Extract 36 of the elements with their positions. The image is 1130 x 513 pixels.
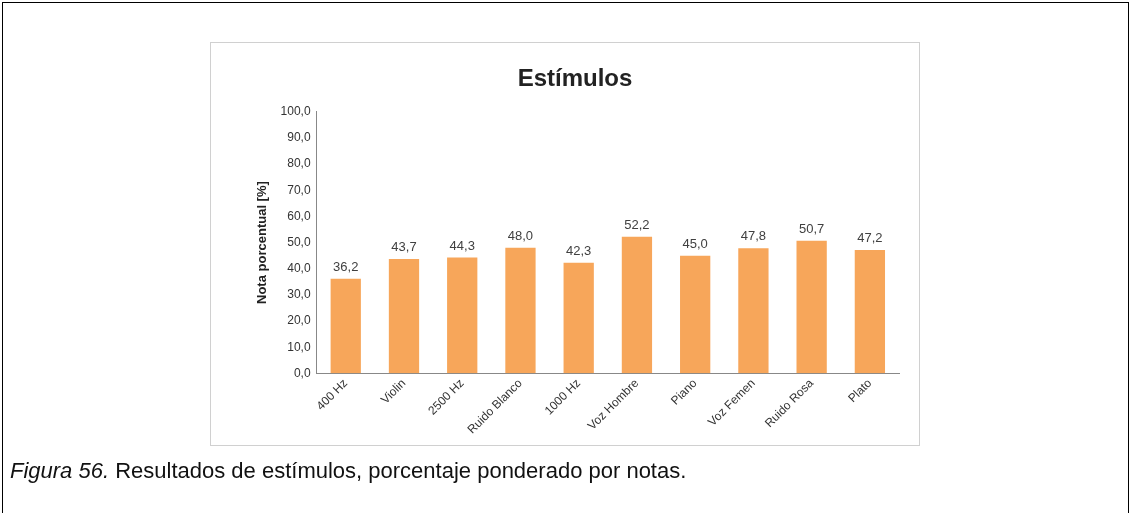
y-tick-label: 90,0 [287, 130, 311, 145]
y-tick-label: 10,0 [287, 339, 311, 354]
bar [388, 259, 420, 374]
text: Figura 56. [10, 458, 110, 483]
data-label: 43,7 [391, 239, 417, 255]
data-label: 52,2 [624, 216, 650, 232]
y-tick-label: 30,0 [287, 287, 311, 302]
chart-title: Estímulos [517, 64, 633, 92]
bar [505, 247, 536, 374]
data-label: 48,0 [507, 227, 534, 243]
data-label: 47,8 [740, 228, 767, 244]
data-label: 36,2 [333, 258, 359, 274]
data-label: 47,2 [857, 229, 883, 245]
data-label: 45,0 [682, 235, 708, 251]
y-tick-label: 40,0 [287, 261, 311, 276]
bar [796, 240, 827, 374]
y-tick-label: 0,0 [293, 365, 311, 380]
y-tick-label: 60,0 [287, 208, 311, 223]
bar [680, 255, 711, 374]
y-tick-label: 100,0 [280, 104, 311, 119]
text: Resultados de estímulos, porcentaje ponderado por notas. [115, 458, 687, 483]
bar [854, 249, 886, 374]
bar [738, 248, 769, 374]
data-label: 44,3 [449, 237, 475, 253]
bar [447, 257, 478, 374]
y-tick-label: 70,0 [287, 182, 311, 197]
bar [621, 236, 653, 374]
data-label: 42,3 [566, 242, 592, 258]
x-tick-label: 400 Hz [313, 376, 351, 413]
y-tick-label: 20,0 [287, 313, 311, 328]
y-tick-label: 80,0 [287, 156, 311, 171]
data-label: 50,7 [798, 220, 825, 236]
y-axis-title: Nota porcentual [%] [254, 181, 270, 304]
bar [330, 278, 361, 374]
y-tick-label: 50,0 [287, 234, 311, 249]
bar [563, 262, 594, 374]
